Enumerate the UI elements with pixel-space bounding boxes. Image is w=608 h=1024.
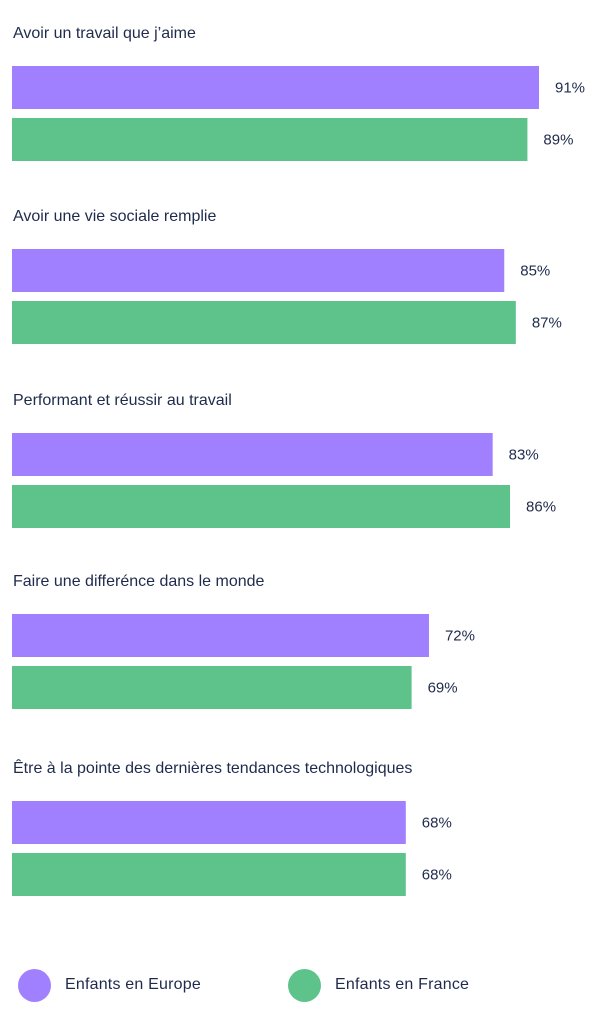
legend-dot-europe: [18, 968, 51, 1002]
legend: Enfants en Europe Enfants en France: [0, 962, 608, 1008]
value-label: 72%: [445, 628, 475, 645]
bar-france: [12, 666, 412, 709]
value-label: 68%: [422, 815, 452, 832]
bar-europe: [12, 801, 406, 844]
category-label: Avoir une vie sociale remplie: [13, 208, 216, 225]
category-label: Avoir un travail que j’aime: [13, 25, 196, 42]
value-label: 89%: [543, 132, 573, 149]
value-label: 86%: [526, 499, 556, 516]
category-label: Faire une differénce dans le monde: [13, 573, 265, 590]
legend-label-france: Enfants en France: [335, 976, 470, 993]
value-label: 68%: [422, 867, 452, 884]
bar-france: [12, 853, 406, 896]
bar-europe: [12, 249, 505, 292]
legend-item-france: Enfants en France: [288, 962, 469, 1008]
value-label: 69%: [428, 680, 458, 697]
value-label: 85%: [520, 263, 550, 280]
legend-dot-france: [288, 968, 321, 1002]
bar-france: [12, 301, 516, 344]
legend-label-europe: Enfants en Europe: [65, 976, 201, 993]
value-label: 83%: [509, 447, 539, 464]
value-label: 87%: [532, 315, 562, 332]
bar-europe: [12, 614, 429, 657]
category-label: Performant et réussir au travail: [13, 392, 232, 409]
value-label: 91%: [555, 80, 585, 97]
category-label: Être à la pointe des dernières tendances…: [13, 758, 412, 777]
bar-france: [12, 118, 528, 161]
bar-europe: [12, 433, 493, 476]
legend-item-europe: Enfants en Europe: [18, 962, 201, 1008]
bar-europe: [12, 66, 539, 109]
bar-france: [12, 485, 511, 528]
